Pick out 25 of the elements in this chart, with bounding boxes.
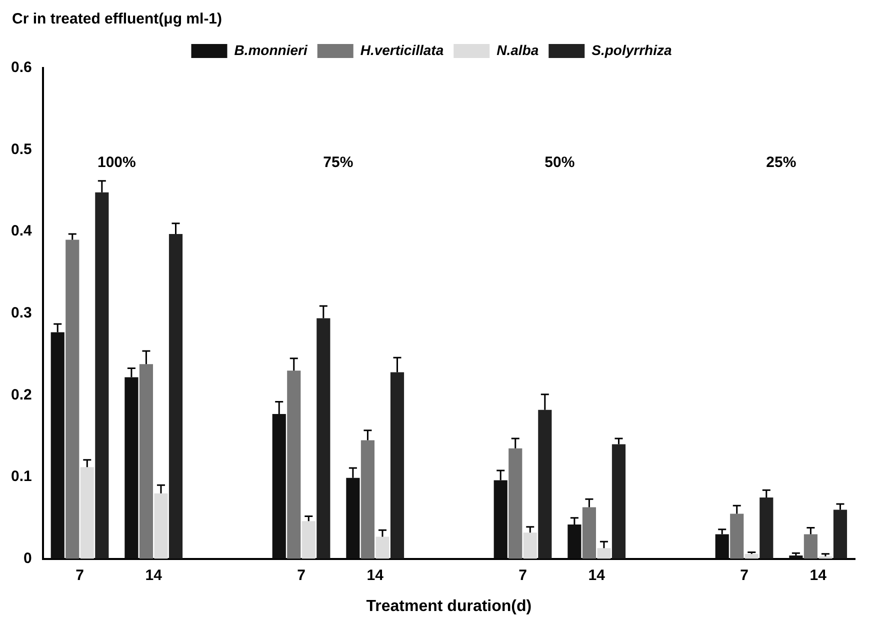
y-tick-label: 0.3	[10, 304, 32, 322]
annotation: 50%	[544, 154, 575, 172]
legend-label: B.monnieri	[234, 42, 308, 58]
x-tick-label: 7	[297, 566, 306, 584]
annotation: 25%	[766, 154, 796, 172]
y-axis-title: Cr in treated effluent(μg ml-1)	[12, 10, 222, 28]
x-tick-label: 14	[810, 566, 828, 584]
x-tick-label: 14	[588, 566, 606, 584]
x-axis-title: Treatment duration(d)	[366, 598, 532, 615]
y-tick-label: 0	[24, 550, 32, 567]
x-tick-label: 7	[518, 566, 527, 584]
annotation: 100%	[97, 154, 136, 172]
y-tick-label: 0.1	[10, 468, 32, 486]
y-tick-label: 0.5	[10, 140, 32, 158]
legend-label: S.polyrrhiza	[592, 42, 672, 58]
legend-label: H.verticillata	[360, 42, 444, 58]
x-tick-label: 14	[145, 566, 163, 584]
y-tick-label: 0.6	[10, 59, 32, 76]
y-tick-label: 0.4	[10, 222, 32, 240]
x-tick-label: 7	[76, 566, 84, 584]
x-tick-label: 14	[366, 566, 384, 584]
y-tick-label: 0.2	[10, 386, 32, 404]
x-tick-label: 7	[740, 566, 748, 584]
legend-label: N.alba	[496, 42, 539, 58]
annotation: 75%	[323, 154, 354, 172]
